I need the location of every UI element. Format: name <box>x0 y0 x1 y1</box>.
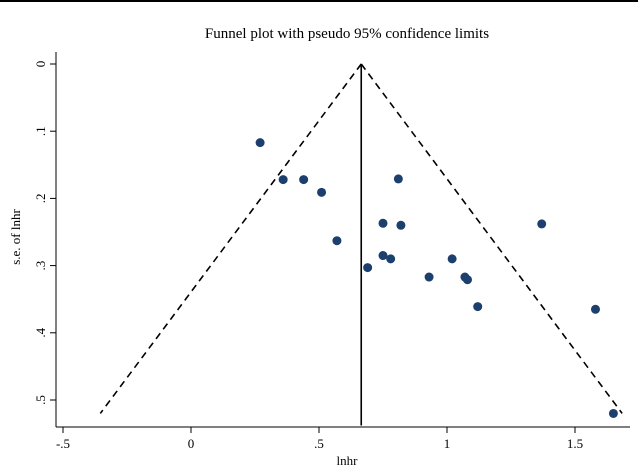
data-point <box>278 175 288 185</box>
chart-title: Funnel plot with pseudo 95% confidence l… <box>205 26 489 42</box>
y-tick-label: .3 <box>33 261 48 271</box>
y-tick-label: .5 <box>33 395 48 405</box>
data-point <box>386 254 396 264</box>
data-point <box>424 272 434 282</box>
x-tick-label: .5 <box>314 436 324 451</box>
lower-confidence-limit <box>99 63 362 414</box>
y-axis-title: s.e. of lnhr <box>8 209 23 265</box>
funnel-lines <box>99 63 623 426</box>
data-points <box>255 138 618 418</box>
x-tick-label: -.5 <box>56 436 70 451</box>
data-point <box>363 263 373 273</box>
data-point <box>396 220 406 230</box>
y-tick-label: .4 <box>33 327 48 337</box>
x-tick-label: 0 <box>188 436 195 451</box>
data-point <box>447 254 457 264</box>
data-point <box>299 175 309 185</box>
data-point <box>255 138 265 148</box>
y-tick-label: .1 <box>33 126 48 136</box>
axes: -.5 0 .5 1 1.5 0 .1 .2 .3 .4 .5 <box>33 52 630 451</box>
data-point <box>608 408 618 418</box>
data-point <box>332 236 342 246</box>
x-axis-title: lnhr <box>337 453 359 467</box>
x-tick-label: 1 <box>444 436 451 451</box>
y-tick-label: .2 <box>33 194 48 204</box>
data-point <box>462 275 472 285</box>
data-point <box>378 251 388 261</box>
upper-confidence-limit <box>360 63 623 414</box>
data-point <box>590 304 600 314</box>
y-tick-label: 0 <box>33 61 48 68</box>
data-point <box>378 218 388 228</box>
x-tick-label: 1.5 <box>567 436 583 451</box>
data-point <box>473 302 483 312</box>
data-point <box>317 187 327 197</box>
data-point <box>537 219 547 229</box>
data-point <box>393 174 403 184</box>
